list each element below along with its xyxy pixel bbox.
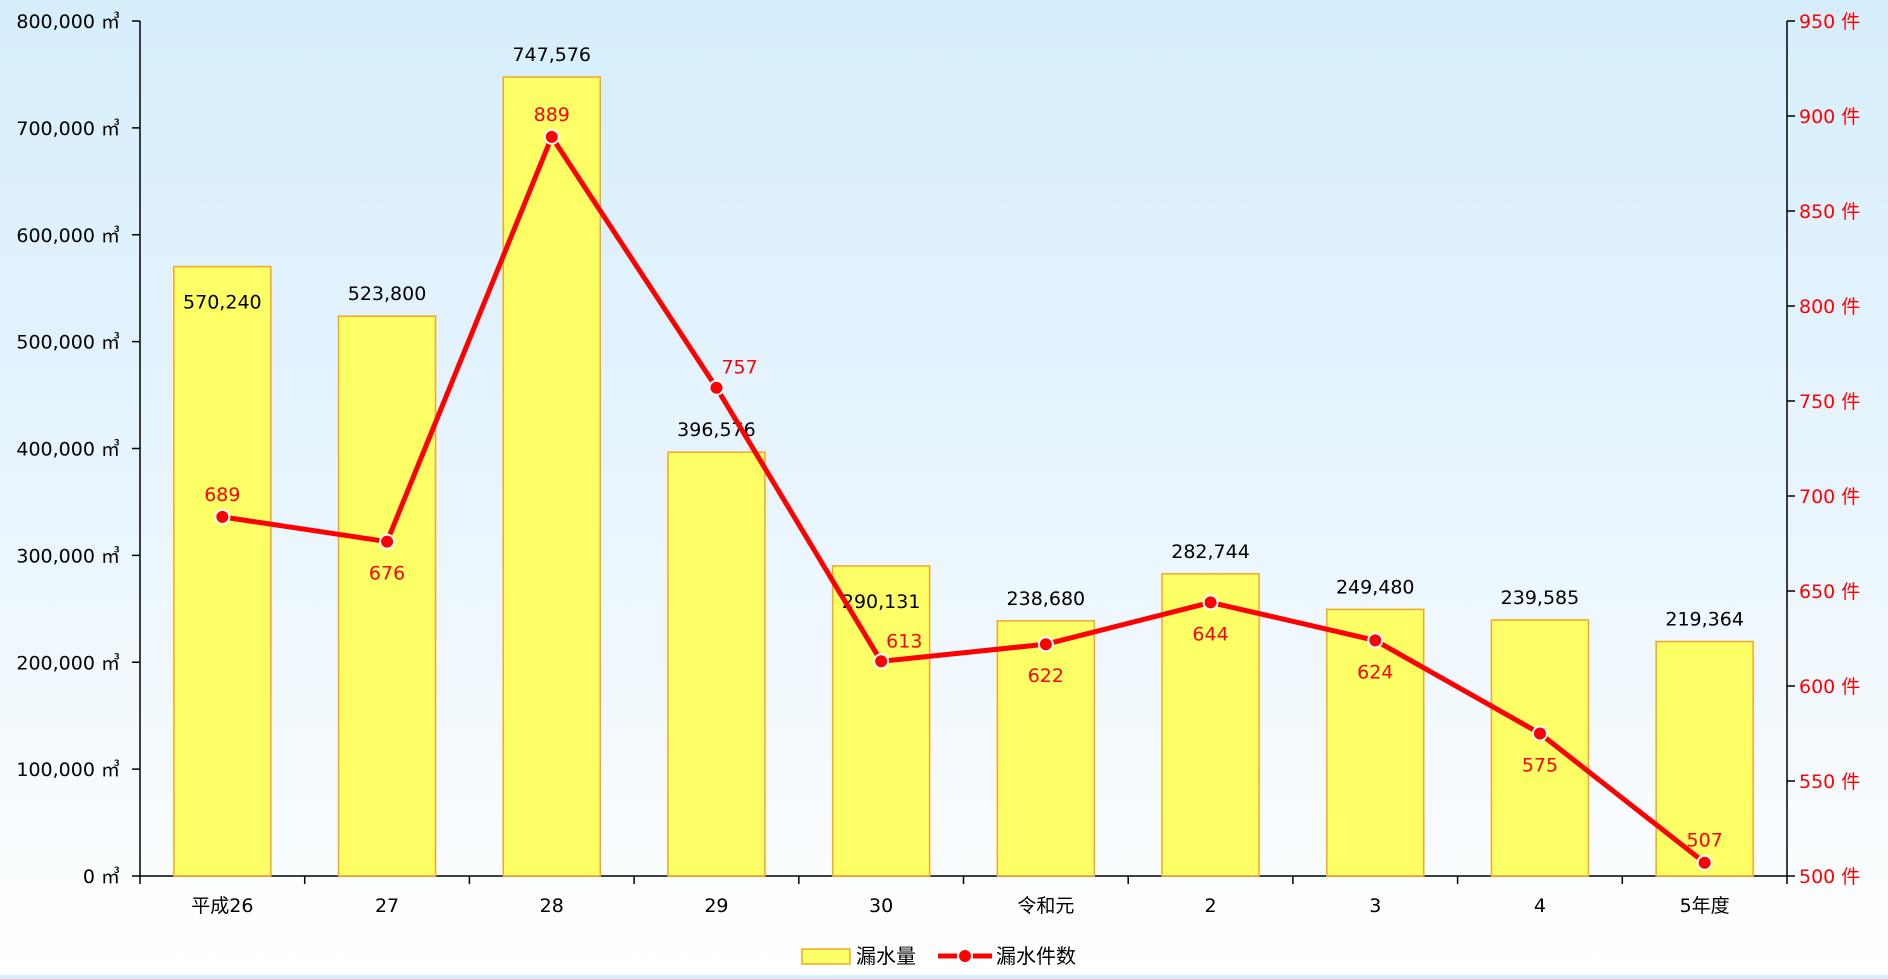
right-y-tick-label: 500 件: [1799, 866, 1860, 888]
bar-8: [1326, 608, 1425, 877]
left-y-tick-label: 500,000 ㎥: [16, 332, 120, 354]
line-point-5: [873, 653, 890, 670]
line-point-9: [1531, 725, 1548, 742]
line-point-7: [1202, 594, 1219, 611]
bar-value-label: 282,744: [1171, 541, 1250, 563]
bar-value-label: 249,480: [1336, 576, 1415, 598]
legend-line-label: 漏水件数: [996, 944, 1076, 968]
left-y-tick-label: 0 ㎥: [83, 866, 120, 888]
line-value-label: 575: [1522, 755, 1558, 777]
left-y-tick-label: 700,000 ㎥: [16, 118, 120, 140]
line-value-label: 757: [721, 357, 757, 379]
x-category-label: 2: [1205, 895, 1217, 917]
x-category-label: 4: [1534, 895, 1546, 917]
line-value-label: 676: [369, 563, 405, 585]
line-point-10: [1696, 854, 1713, 871]
right-y-tick-label: 850 件: [1799, 201, 1860, 223]
legend-bar-swatch: [801, 948, 851, 965]
left-y-tick-label: 600,000 ㎥: [16, 225, 120, 247]
line-point-1: [214, 508, 231, 525]
left-y-tick-label: 300,000 ㎥: [16, 545, 120, 567]
right-y-tick-label: 950 件: [1799, 11, 1860, 33]
left-y-tick-label: 200,000 ㎥: [16, 652, 120, 674]
bar-value-label: 747,576: [512, 44, 591, 66]
x-category-label: 30: [869, 895, 893, 917]
legend-line-marker: [957, 948, 973, 964]
left-y-tick-label: 400,000 ㎥: [16, 439, 120, 461]
right-y-tick-label: 750 件: [1799, 391, 1860, 413]
right-y-tick-label: 650 件: [1799, 581, 1860, 603]
line-point-2: [379, 533, 396, 550]
left-y-tick-label: 100,000 ㎥: [16, 759, 120, 781]
line-point-6: [1037, 636, 1054, 653]
bar-value-label: 239,585: [1501, 587, 1580, 609]
right-y-tick-label: 900 件: [1799, 106, 1860, 128]
x-category-label: 5年度: [1680, 895, 1730, 917]
line-point-3: [543, 128, 560, 145]
line-point-4: [708, 379, 725, 396]
bar-value-label: 570,240: [183, 292, 262, 314]
line-value-label: 624: [1357, 661, 1393, 683]
bar-value-label: 219,364: [1665, 609, 1744, 631]
bar-9: [1490, 619, 1590, 877]
line-value-label: 622: [1028, 665, 1064, 687]
bar-value-label: 238,680: [1007, 588, 1086, 610]
x-category-label: 3: [1369, 895, 1381, 917]
line-point-8: [1367, 632, 1384, 649]
legend-bar-label: 漏水量: [856, 944, 916, 968]
x-category-label: 28: [540, 895, 564, 917]
left-y-tick-label: 800,000 ㎥: [16, 11, 120, 33]
right-y-tick-label: 700 件: [1799, 486, 1860, 508]
line-value-label: 507: [1687, 830, 1723, 852]
bar-value-label: 290,131: [842, 591, 921, 613]
x-category-label: 29: [704, 895, 728, 917]
x-category-label: 平成26: [191, 895, 253, 917]
right-y-tick-label: 550 件: [1799, 771, 1860, 793]
line-value-label: 644: [1192, 623, 1228, 645]
bar-2: [337, 315, 437, 877]
bar-1: [173, 265, 272, 877]
line-value-label: 613: [886, 630, 922, 652]
bar-7: [1161, 573, 1260, 877]
bar-4: [667, 451, 766, 877]
right-y-tick-label: 600 件: [1799, 676, 1860, 698]
bar-3: [502, 76, 601, 877]
bar-6: [996, 620, 1096, 877]
line-value-label: 689: [204, 484, 240, 506]
x-category-label: 27: [375, 895, 399, 917]
bar-5: [831, 565, 931, 877]
line-value-label: 889: [534, 104, 570, 126]
line-series-path: [221, 134, 1707, 865]
x-category-label: 令和元: [1017, 895, 1074, 917]
right-y-tick-label: 800 件: [1799, 296, 1860, 318]
bar-value-label: 523,800: [348, 283, 427, 305]
